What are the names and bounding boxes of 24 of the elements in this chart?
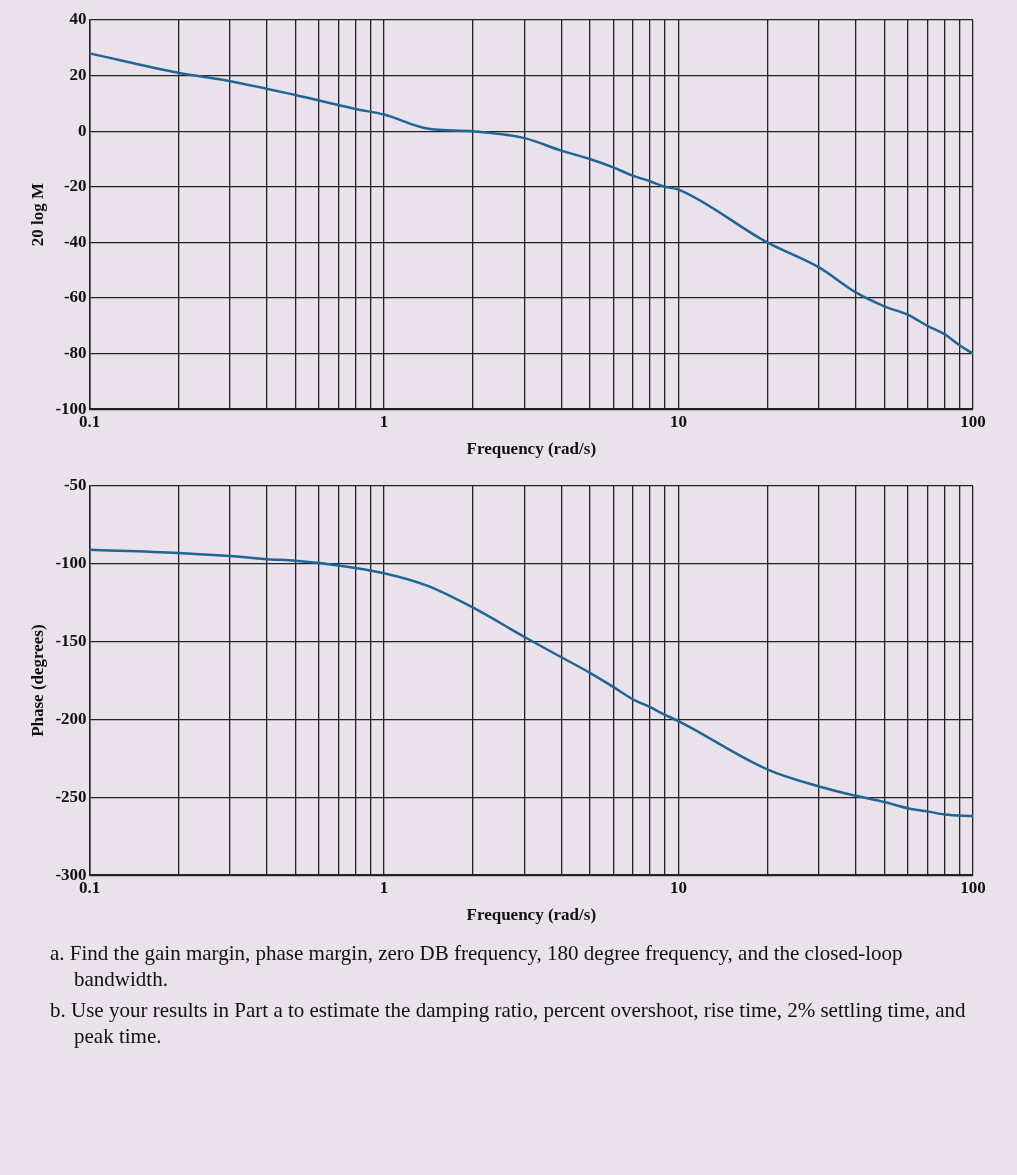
x-tick-label: 10 (670, 411, 688, 431)
y-tick-label: 40 (69, 9, 87, 29)
y-tick-label: -60 (63, 287, 87, 307)
x-tick-label: 100 (960, 411, 986, 431)
y-axis-title: 20 log M (27, 182, 47, 247)
y-tick-label: 0 (78, 120, 87, 140)
y-tick-label: -200 (55, 708, 87, 728)
x-tick-label: 1 (379, 411, 389, 431)
x-tick-label: 1 (379, 877, 389, 897)
y-tick-label: -50 (63, 475, 87, 495)
text: a. Find the gain margin, phase margin, zero DB frequency, 180 degree frequency, and the closed-loop bandwidth. (50, 940, 904, 993)
y-tick-label: -100 (55, 553, 87, 573)
text: b. Use your results in Part a to estimate the damping ratio, percent overshoot, rise time, 2% settling time, and peak time. (50, 996, 967, 1049)
y-tick-label: -80 (63, 342, 87, 362)
y-tick-label: -20 (63, 176, 87, 196)
y-tick-label: 20 (69, 64, 87, 84)
x-tick-label: 10 (670, 877, 688, 897)
y-axis-title: Phase (degrees) (27, 624, 47, 737)
x-tick-label: 100 (960, 877, 986, 897)
x-axis-title: Frequency (rad/s) (466, 905, 597, 925)
x-axis-title: Frequency (rad/s) (466, 439, 597, 459)
y-tick-label: -40 (63, 231, 87, 251)
y-tick-label: -150 (55, 631, 87, 651)
y-tick-label: -250 (55, 786, 87, 806)
